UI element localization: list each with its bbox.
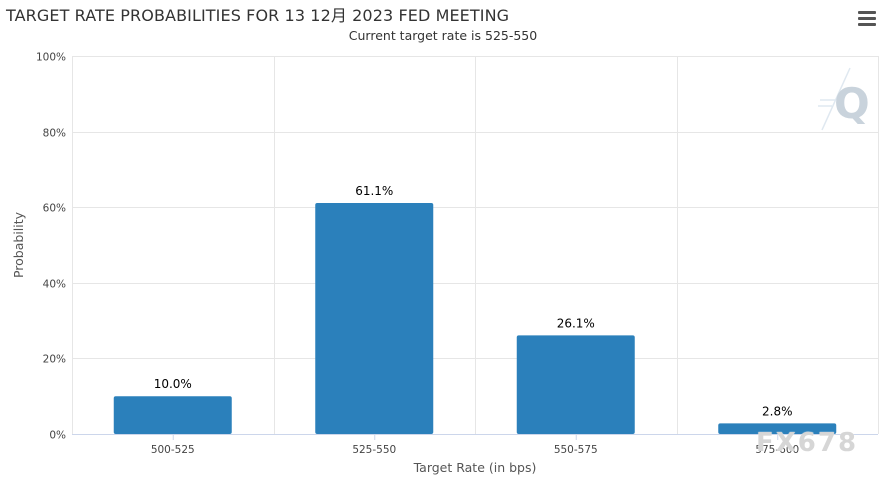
- chart-subtitle: Current target rate is 525-550: [348, 28, 538, 43]
- svg-text:Q: Q: [834, 79, 870, 128]
- bars: [113, 203, 837, 434]
- axes: [72, 434, 878, 440]
- bar: [315, 203, 434, 434]
- x-axis-title: Target Rate (in bps): [413, 460, 537, 475]
- x-tick-label: 525-550: [352, 444, 396, 456]
- bar: [113, 396, 232, 434]
- y-tick-label: 100%: [36, 52, 66, 64]
- data-label: 2.8%: [762, 404, 793, 418]
- y-tick-label: 20%: [43, 354, 66, 366]
- x-tick-label: 550-575: [554, 444, 598, 456]
- grid-lines: [72, 56, 879, 434]
- data-label: 26.1%: [557, 316, 595, 330]
- watermark: FX678: [756, 428, 859, 458]
- q-logo-icon: Q: [818, 67, 870, 131]
- chart-title: TARGET RATE PROBABILITIES FOR 13 12月 202…: [6, 6, 510, 25]
- y-tick-label: 40%: [43, 279, 66, 291]
- y-tick-label: 60%: [43, 203, 66, 215]
- bar: [718, 423, 837, 434]
- x-tick-label: 575-600: [755, 444, 799, 456]
- data-label: 61.1%: [355, 184, 393, 198]
- labels: 0% 20% 40% 60% 80% 100% 10.0% 500-525 61.1% 525-5…: [11, 52, 799, 476]
- bar: [516, 335, 635, 434]
- y-axis-title: Probability: [11, 211, 26, 278]
- hamburger-menu-icon[interactable]: [858, 11, 876, 27]
- x-tick-label: 500-525: [151, 444, 195, 456]
- y-tick-label: 0%: [49, 430, 66, 442]
- y-tick-label: 80%: [43, 128, 66, 140]
- data-label: 10.0%: [154, 377, 192, 391]
